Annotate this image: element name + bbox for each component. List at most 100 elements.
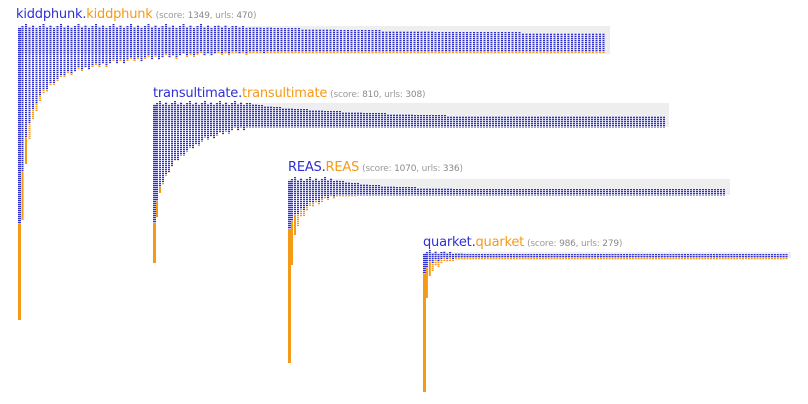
bar-orange (558, 127, 560, 128)
bar-orange (396, 127, 398, 128)
bar-blue (522, 33, 524, 52)
bar-orange (639, 195, 641, 196)
bar-orange (522, 52, 524, 53)
bar-orange (555, 127, 557, 128)
bar-blue (480, 189, 482, 195)
bar-blue (312, 180, 314, 203)
bar-blue (585, 33, 587, 52)
bar-orange (469, 258, 472, 260)
bar-orange (408, 127, 410, 128)
bar-orange (528, 127, 530, 128)
bar-orange (478, 258, 481, 260)
bar-blue (574, 33, 577, 52)
bar-orange (162, 182, 164, 185)
bar-blue (547, 254, 550, 258)
bar-orange (361, 52, 363, 53)
bar-blue (477, 189, 479, 195)
bar-orange (582, 127, 584, 128)
bar-orange (660, 127, 662, 128)
bar-blue (594, 189, 596, 195)
bar-blue (297, 180, 299, 214)
bar-orange (387, 127, 389, 128)
bar-orange (429, 195, 431, 196)
bar-blue (606, 116, 608, 127)
bar-blue (666, 254, 669, 258)
bar-orange (315, 127, 317, 128)
bar-orange (441, 52, 444, 53)
bar-blue (165, 102, 167, 174)
bar-orange (511, 52, 514, 53)
bar-orange (77, 68, 80, 69)
urls-value: 336 (442, 164, 460, 174)
bar-blue (35, 28, 38, 104)
bar-orange (438, 127, 440, 128)
bar-blue (32, 25, 34, 109)
bar-orange (690, 195, 692, 196)
bar-orange (126, 60, 129, 61)
bar-blue (531, 189, 533, 195)
bar-orange (357, 127, 359, 128)
bar-blue (465, 189, 467, 195)
bar-orange (177, 160, 179, 161)
bar-orange (510, 127, 512, 128)
bar-blue (423, 115, 425, 127)
bar-blue (714, 189, 716, 195)
bar-orange (472, 258, 475, 260)
bar-orange (273, 127, 275, 128)
bar-blue (582, 254, 585, 258)
bar-blue (612, 189, 614, 195)
bar-blue (204, 101, 206, 137)
bar-blue (657, 116, 659, 127)
bar-blue (137, 25, 139, 58)
bar-blue (172, 25, 174, 55)
bar-orange (225, 131, 227, 132)
bar-blue (387, 186, 389, 195)
bar-orange (385, 52, 388, 53)
bar-blue (546, 116, 548, 127)
bar-orange (414, 127, 416, 128)
bar-orange (408, 195, 410, 196)
bar-orange (492, 258, 495, 260)
bar-blue (318, 110, 320, 127)
bar-orange (549, 127, 551, 128)
bar-blue (591, 116, 593, 127)
bar-blue (543, 116, 545, 127)
title-site: quarket (475, 235, 525, 250)
bar-blue (744, 254, 747, 258)
bar-orange (140, 61, 143, 62)
bar-orange (193, 56, 195, 57)
bar-blue (678, 189, 680, 195)
bar-blue (453, 189, 455, 195)
bar-orange (322, 52, 325, 53)
bar-orange (204, 137, 206, 138)
bar-orange (687, 195, 689, 196)
bar-orange (168, 172, 170, 173)
bar-orange (207, 53, 209, 54)
bar-blue (245, 28, 248, 54)
bar-orange (477, 195, 479, 196)
bar-orange (489, 127, 491, 128)
bar-blue (608, 254, 611, 258)
bar-orange (574, 52, 577, 53)
bar-blue (322, 29, 325, 52)
bar-blue (339, 111, 341, 127)
bar-orange (347, 52, 349, 53)
bar-blue (326, 29, 328, 52)
bar-blue (501, 254, 504, 258)
bar-orange (294, 127, 296, 128)
bar-orange (360, 127, 362, 128)
score-value: 1349 (187, 11, 210, 21)
bar-orange (426, 195, 428, 196)
bar-orange (329, 52, 332, 53)
bar-blue (474, 189, 476, 195)
bar-orange (460, 258, 463, 260)
bar-blue (175, 28, 178, 58)
bar-orange (49, 83, 52, 85)
bar-blue (441, 188, 443, 195)
bar-orange (60, 75, 62, 77)
bar-blue (179, 26, 181, 55)
chart-title: quarket.quarket (score: 986, urls: 279) (423, 235, 622, 250)
bar-blue (576, 189, 578, 195)
bar-blue (333, 181, 335, 197)
bar-orange (486, 127, 488, 128)
